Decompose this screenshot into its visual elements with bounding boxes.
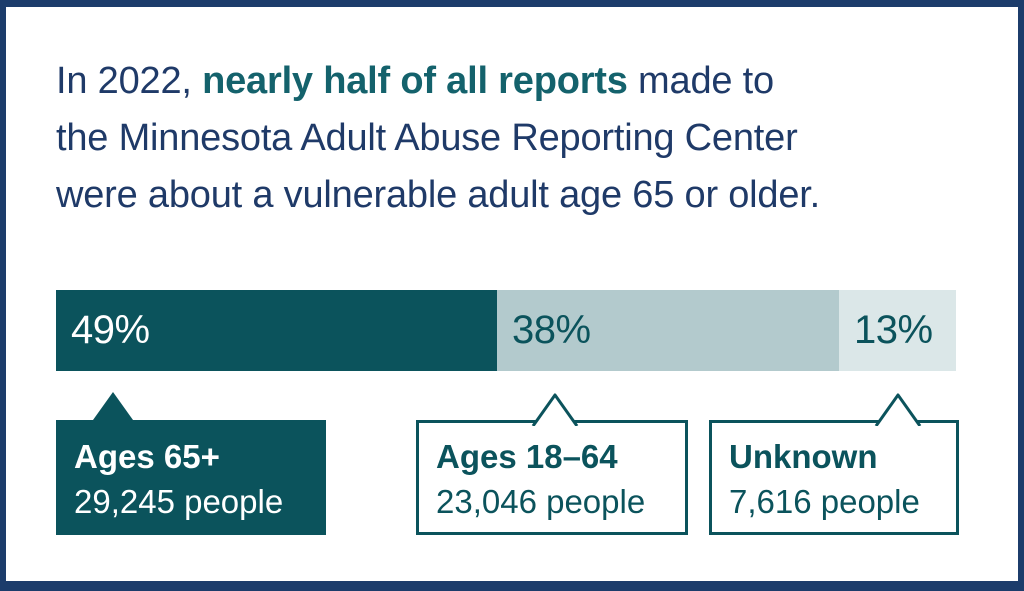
headline-line-2: the Minnesota Adult Abuse Reporting Cent… xyxy=(56,117,798,159)
callout-title: Ages 65+ xyxy=(74,438,220,475)
callout-value: 7,616 people xyxy=(729,483,920,520)
headline-line-1: In 2022, nearly half of all reports made… xyxy=(56,53,986,110)
segment-percent-label: 13% xyxy=(854,308,933,352)
stacked-bar: 49% 38% 13% xyxy=(56,290,956,371)
callout-title: Ages 18–64 xyxy=(436,438,618,475)
segment-percent-label: 49% xyxy=(71,308,150,352)
callout-pointer-up-icon xyxy=(531,393,579,426)
callout-ages-18-64: Ages 18–64 23,046 people xyxy=(416,393,688,535)
headline: In 2022, nearly half of all reports made… xyxy=(56,53,986,224)
headline-line-3: were about a vulnerable adult age 65 or … xyxy=(56,174,821,216)
callout-pointer-up-icon xyxy=(93,392,133,420)
headline-suffix: made to xyxy=(627,60,774,102)
bar-segment-ages-18-64: 38% xyxy=(497,290,839,371)
headline-highlight: nearly half of all reports xyxy=(202,60,628,102)
callout-unknown: Unknown 7,616 people xyxy=(709,393,959,535)
bar-segment-unknown: 13% xyxy=(839,290,956,371)
headline-prefix: In 2022, xyxy=(56,60,203,102)
segment-percent-label: 38% xyxy=(512,308,591,352)
callout-ages-65-plus: Ages 65+ 29,245 people xyxy=(56,392,326,535)
callout-value: 23,046 people xyxy=(436,483,646,520)
callout-value: 29,245 people xyxy=(74,483,284,520)
callout-pointer-up-icon xyxy=(874,393,922,426)
bar-segment-ages-65-plus: 49% xyxy=(56,290,497,371)
callout-title: Unknown xyxy=(729,438,878,475)
